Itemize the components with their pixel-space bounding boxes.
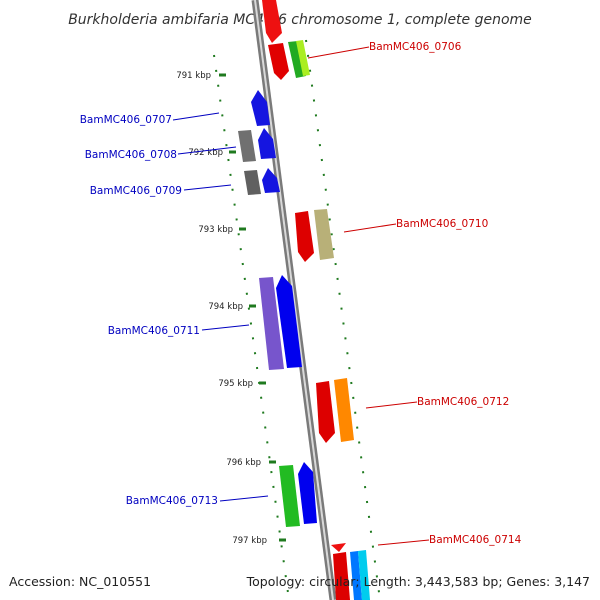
gene-label-bammc406-0711[interactable]: BamMC406_0711 bbox=[108, 325, 200, 337]
gene-arrow[interactable] bbox=[262, 0, 282, 43]
tick-labels: 791 kbp 792 kbp 793 kbp 794 kbp 795 kbp … bbox=[176, 71, 267, 546]
tick-label: 792 kbp bbox=[188, 148, 223, 158]
gene-label-bammc406-0712[interactable]: BamMC406_0712 bbox=[417, 396, 509, 408]
tick-label: 791 kbp bbox=[176, 71, 211, 81]
gene-label-bammc406-0713[interactable]: BamMC406_0713 bbox=[126, 495, 218, 507]
gene-label-bammc406-0706[interactable]: BamMC406_0706 bbox=[369, 41, 462, 53]
tick-label: 793 kbp bbox=[198, 225, 233, 235]
accession-text: Accession: NC_010551 bbox=[9, 574, 151, 589]
gene-arrow[interactable] bbox=[258, 128, 276, 159]
gene-label-bammc406-0710[interactable]: BamMC406_0710 bbox=[396, 218, 488, 230]
gene-arrow[interactable] bbox=[238, 130, 256, 162]
gene-arrow[interactable] bbox=[288, 41, 306, 78]
tick-marks bbox=[219, 73, 286, 542]
gene-arrow[interactable] bbox=[314, 209, 334, 260]
callout-lines bbox=[172, 46, 430, 546]
gene-label-bammc406-0709[interactable]: BamMC406_0709 bbox=[90, 185, 182, 197]
gene-arrow[interactable] bbox=[331, 543, 346, 552]
gene-label-bammc406-0707[interactable]: BamMC406_0707 bbox=[80, 114, 172, 126]
gene-label-bammc406-0708[interactable]: BamMC406_0708 bbox=[85, 149, 177, 161]
gene-arrow[interactable] bbox=[333, 552, 350, 600]
gene-arrow[interactable] bbox=[295, 211, 314, 262]
tick-label: 794 kbp bbox=[208, 302, 243, 312]
tick-label: 795 kbp bbox=[218, 379, 253, 389]
gene-labels: BamMC406_0706 BamMC406_0707 BamMC406_070… bbox=[80, 41, 522, 546]
tick-label: 797 kbp bbox=[232, 536, 267, 546]
gene-arrow[interactable] bbox=[358, 550, 370, 600]
gene-arrow[interactable] bbox=[268, 43, 289, 80]
genome-summary-text: Topology: circular; Length: 3,443,583 bp… bbox=[246, 574, 590, 589]
guide-rails bbox=[213, 39, 381, 600]
gene-arrow[interactable] bbox=[334, 378, 354, 442]
gene-arrow[interactable] bbox=[244, 170, 261, 195]
gene-arrow[interactable] bbox=[262, 168, 280, 193]
map-title: Burkholderia ambifaria MC40-6 chromosome… bbox=[68, 12, 532, 28]
gene-arrow[interactable] bbox=[251, 90, 270, 126]
gene-label-bammc406-0714[interactable]: BamMC406_0714 bbox=[429, 534, 522, 546]
gene-arrow[interactable] bbox=[276, 275, 302, 368]
tick-label: 796 kbp bbox=[226, 458, 261, 468]
gene-arrow[interactable] bbox=[279, 465, 300, 527]
gene-arrow[interactable] bbox=[296, 40, 310, 76]
gene-arrow[interactable] bbox=[259, 277, 284, 370]
gene-arrow[interactable] bbox=[298, 462, 317, 524]
gene-arrow[interactable] bbox=[316, 381, 335, 443]
